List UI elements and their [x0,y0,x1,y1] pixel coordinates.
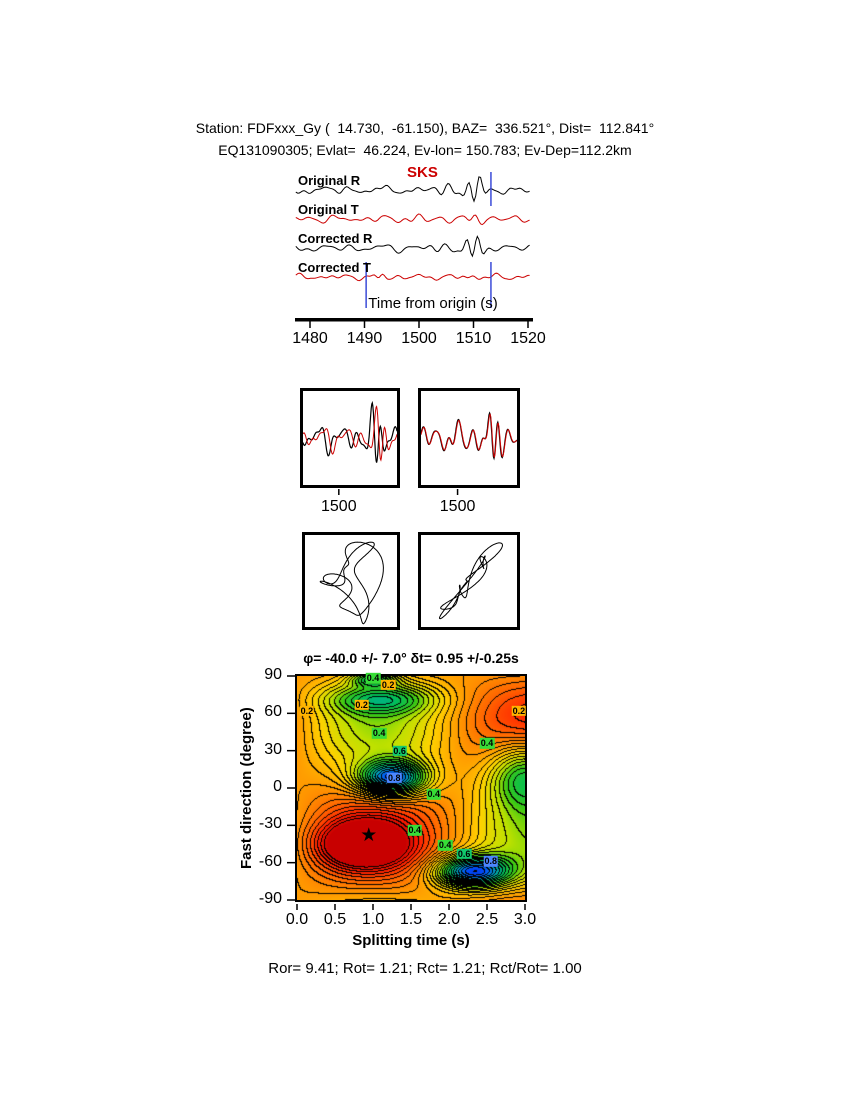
contour-x-tick-label-5: 2.5 [475,911,499,928]
seismogram-trace-2 [295,235,530,258]
contour-x-tick-label-1: 0.5 [323,911,347,928]
seismogram-trace-1 [295,213,530,226]
contour-annotation-3: 0.2 [380,679,396,690]
compare-trace-black-0 [302,400,398,463]
compare-trace-red-0 [302,405,398,462]
contour-annotation-12: 0.6 [456,848,472,860]
contour-y-tick-label-0: 90 [264,666,282,683]
particle-motion-panel-original [302,532,400,630]
contour-annotation-9: 0.2 [511,705,527,717]
event-info-line: EQ131090305; Evlat= 46.224, Ev-lon= 150.… [218,142,632,158]
contour-x-tick-label-3: 1.5 [399,911,423,928]
time-tick-label-2: 1500 [401,330,437,347]
contour-frame [295,674,527,902]
contour-y-tick-label-4: -30 [258,815,282,833]
contour-x-tick-label-2: 1.0 [361,911,385,928]
compare-trace-red-1 [420,413,518,458]
fast-slow-panel-corrected [418,388,520,488]
contour-y-tick-label-1: 60 [264,703,282,721]
time-axis-line [295,318,533,322]
splitting-result-title: φ= -40.0 +/- 7.0° δt= 0.95 +/-0.25s [303,650,519,666]
time-tick-label-4: 1520 [510,330,546,347]
contour-x-tick-label-6: 3.0 [513,911,537,928]
time-tick-label-0: 1480 [292,330,328,347]
time-axis-label: Time from origin (s) [368,295,498,312]
contour-y-tick-label-3: 0 [273,778,282,795]
contour-annotation-1: 0.2 [354,699,369,710]
time-tick-label-1: 1490 [346,330,383,347]
contour-annotation-2: 0.4 [365,673,381,684]
trace-label-1: Original T [298,202,359,217]
trace-label-3: Corrected T [298,260,371,275]
contour-annotation-5: 0.6 [392,745,407,756]
fast-slow-panel-original [300,388,400,488]
trace-label-2: Corrected R [298,231,373,246]
contour-x-tick-label-0: 0.0 [285,911,309,928]
contour-annotation-4: 0.4 [371,728,387,739]
particle-motion-panel-corrected [418,532,520,630]
contour-annotation-7: 0.4 [426,789,442,800]
contour-annotation-13: 0.8 [483,856,499,867]
particle-motion-curve-1 [439,542,504,620]
contour-y-tick-label-6: -90 [258,890,282,907]
contour-annotation-6: 0.8 [387,772,402,784]
contour-annotation-8: 0.4 [479,738,495,749]
contour-annotation-0: 0.2 [299,705,315,717]
compare-tick-label-0: 1500 [321,498,357,515]
contour-y-tick-label-5: -60 [258,852,282,870]
particle-motion-curve-0 [319,541,384,625]
contour-annotation-10: 0.4 [407,825,423,836]
contour-annotation-11: 0.4 [437,840,453,851]
time-tick-label-3: 1510 [455,330,492,347]
contour-x-tick-label-4: 2.0 [437,911,461,928]
splitting-time-axis-label: Splitting time (s) [352,932,470,949]
compare-tick-label-1: 1500 [439,498,476,515]
best-fit-star-marker: ★ [360,824,378,846]
station-info-line: Station: FDFxxx_Gy ( 14.730, -61.150), B… [195,120,655,136]
statistics-line: Ror= 9.41; Rot= 1.21; Rct= 1.21; Rct/Rot… [268,960,582,977]
phase-label-sks: SKS [407,164,438,181]
trace-label-0: Original R [298,173,361,188]
contour-y-tick-label-2: 30 [264,740,282,758]
